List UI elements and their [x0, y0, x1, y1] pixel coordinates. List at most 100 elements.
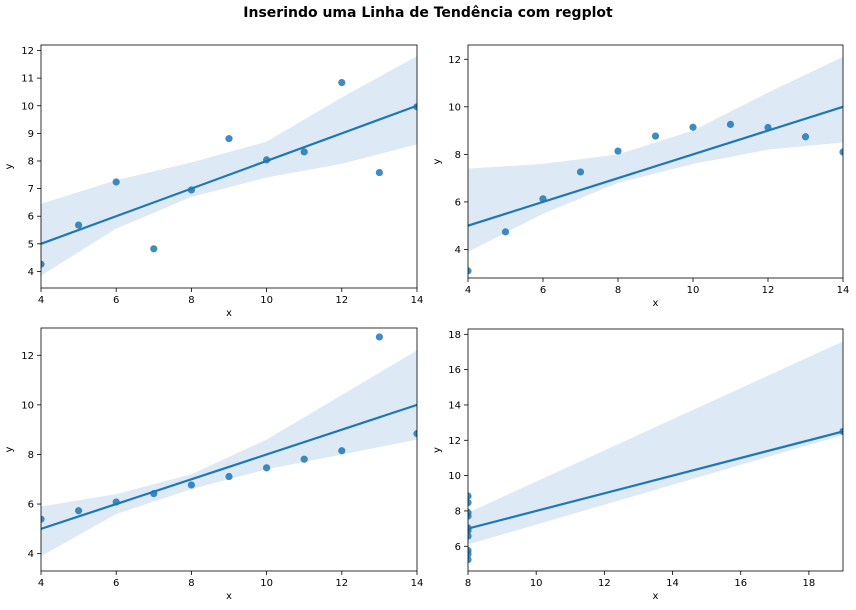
x-tick-label: 14	[666, 578, 679, 589]
x-tick-label: 8	[615, 285, 621, 296]
data-point	[375, 168, 383, 177]
data-point	[263, 156, 271, 164]
y-tick-label: 8	[28, 450, 34, 461]
data-point	[468, 550, 472, 558]
figure-title: Inserindo uma Linha de Tendência com reg…	[243, 5, 613, 21]
data-point	[576, 168, 585, 176]
x-tick-label: 12	[598, 578, 611, 589]
axes-frame	[40, 327, 418, 572]
x-axis-label: x	[653, 298, 659, 309]
x-tick-label: 8	[188, 578, 194, 589]
plot-area	[468, 56, 843, 275]
subplot-1-svg: 4 6 8 10 12 14 4 5 6 7 8 9 10 11 12 x y	[4, 44, 424, 319]
y-tick-label: 8	[28, 156, 34, 167]
data-point	[413, 103, 417, 111]
axes-frame	[467, 328, 844, 572]
data-point	[338, 447, 346, 455]
y-tick-label: 10	[448, 102, 461, 113]
subplot-3-svg: 4 6 8 10 12 14 4 6 8 10 12 x y	[4, 327, 424, 602]
y-tick-label: 10	[21, 101, 34, 112]
axes-frame	[40, 44, 418, 289]
x-tick-label: 4	[38, 578, 44, 589]
y-tick-label: 12	[21, 351, 34, 362]
y-tick-label: 12	[21, 46, 34, 57]
x-tick-label: 14	[411, 295, 424, 306]
y-tick-label: 4	[28, 267, 34, 278]
y-tick-label: 12	[448, 436, 461, 447]
x-axis-label: x	[226, 591, 232, 602]
data-point	[150, 490, 158, 498]
x-tick-label: 10	[260, 578, 273, 589]
x-tick-label: 6	[540, 285, 546, 296]
x-tick-label: 12	[335, 295, 348, 306]
x-tick-label: 16	[734, 578, 747, 589]
y-tick-label: 6	[28, 500, 34, 511]
x-axis-label: x	[653, 591, 659, 602]
data-point	[614, 147, 622, 155]
y-tick-label: 6	[455, 542, 461, 553]
y-tick-label: 10	[448, 471, 461, 482]
confidence-band	[468, 56, 843, 252]
x-tick-label: 8	[465, 578, 471, 589]
confidence-band	[468, 341, 843, 545]
data-point	[689, 123, 697, 131]
y-tick-label: 7	[28, 184, 34, 195]
data-point	[225, 472, 233, 481]
data-point	[300, 455, 308, 463]
y-tick-label: 14	[448, 400, 461, 411]
data-point	[501, 228, 510, 236]
data-point	[468, 532, 472, 540]
plot-area	[41, 56, 417, 276]
data-point	[263, 464, 271, 472]
trend-line	[468, 430, 843, 530]
x-axis-label: x	[226, 308, 232, 319]
y-tick-label: 12	[448, 55, 461, 66]
subplot-3: 4 6 8 10 12 14 4 6 8 10 12 x y	[0, 322, 428, 610]
trend-line	[41, 403, 417, 530]
data-point	[75, 221, 83, 229]
data-point	[75, 507, 83, 515]
plot-area	[41, 333, 417, 557]
subplot-2: 4 6 8 10 12 14 4 6 8 10 12 x y	[428, 38, 856, 320]
data-point	[338, 78, 346, 87]
x-tick-label: 4	[38, 295, 44, 306]
y-axis-label: y	[432, 447, 443, 453]
x-tick-label: 4	[465, 285, 471, 296]
confidence-band	[41, 56, 417, 276]
data-point	[539, 195, 547, 203]
data-point	[187, 186, 195, 194]
x-tick-label: 12	[335, 578, 348, 589]
data-point	[225, 135, 233, 143]
data-point	[150, 245, 158, 253]
data-point	[468, 526, 472, 535]
data-point	[726, 120, 735, 129]
x-tick-label: 14	[411, 578, 424, 589]
data-point	[468, 267, 472, 275]
subplot-4: 8 10 12 14 16 18 6 8 10 12 14 16 18 x y	[428, 322, 856, 610]
data-point	[651, 132, 660, 140]
x-tick-label: 6	[113, 295, 119, 306]
data-point	[112, 498, 120, 506]
y-tick-label: 18	[448, 330, 461, 341]
x-tick-label: 10	[260, 295, 273, 306]
y-tick-label: 8	[455, 150, 461, 161]
data-point	[839, 427, 843, 436]
x-tick-label: 8	[188, 295, 194, 306]
y-axis-label: y	[4, 163, 15, 169]
data-point	[468, 492, 472, 500]
data-point	[112, 178, 120, 186]
data-point	[375, 333, 383, 341]
data-point	[41, 515, 45, 523]
data-point	[187, 481, 195, 489]
y-tick-label: 8	[455, 506, 461, 517]
x-tick-label: 10	[687, 285, 700, 296]
y-tick-label: 6	[28, 212, 34, 223]
y-tick-label: 6	[455, 197, 461, 208]
data-point	[764, 123, 772, 132]
y-axis-label: y	[4, 446, 15, 452]
y-tick-label: 9	[28, 129, 34, 140]
trend-line	[468, 105, 843, 227]
subplot-4-svg: 8 10 12 14 16 18 6 8 10 12 14 16 18 x y	[432, 328, 844, 602]
y-tick-label: 11	[21, 74, 34, 85]
y-tick-label: 10	[21, 400, 34, 411]
